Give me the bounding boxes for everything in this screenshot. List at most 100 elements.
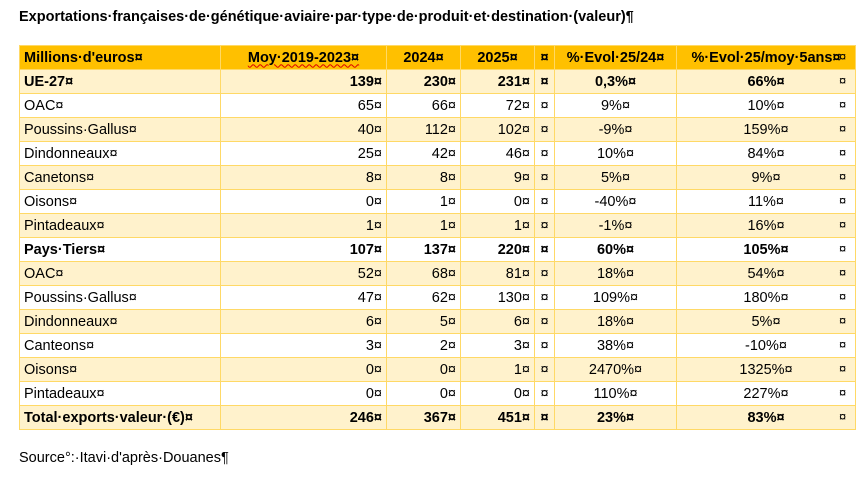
cell-evol-25-24: 0,3%¤	[554, 69, 677, 94]
cell-value-2024: 137¤	[386, 237, 461, 262]
cell-gap: ¤	[534, 261, 555, 286]
row-end-mark: ¤	[839, 121, 847, 136]
row-end-mark: ¤	[839, 73, 847, 88]
document-title: Exportations·françaises·de·génétique·avi…	[19, 9, 634, 25]
cell-value-2024: 42¤	[386, 141, 461, 166]
exports-table: Millions·d'euros¤ Moy·2019-2023¤ 2024¤ 2…	[19, 45, 856, 430]
row-end-mark: ¤	[839, 385, 847, 400]
cell-value-2025: 72¤	[460, 93, 535, 118]
cell-evol-5y: -10%¤	[676, 333, 856, 358]
cell-value-2025: 1¤	[460, 213, 535, 238]
row-end-mark: ¤	[839, 145, 847, 160]
cell-evol-25-24: 60%¤	[554, 237, 677, 262]
cell-evol-25-24: 5%¤	[554, 165, 677, 190]
header-cell-evol-5y: %·Evol·25/moy·5ans¤	[676, 45, 856, 70]
cell-evol-25-24: 18%¤	[554, 309, 677, 334]
header-cell-evol-25-24: %·Evol·25/24¤	[554, 45, 677, 70]
cell-avg-2019-2023: 40¤	[220, 117, 387, 142]
header-cell-gap: ¤	[534, 45, 555, 70]
source-note: Source°:·Itavi·d'après·Douanes¶	[19, 450, 229, 466]
table-row: Canteons¤ 3¤ 2¤ 3¤ ¤ 38%¤ -10%¤	[19, 333, 856, 358]
cell-label: Dindonneaux¤	[19, 141, 221, 166]
cell-gap: ¤	[534, 309, 555, 334]
cell-label: Pays·Tiers¤	[19, 237, 221, 262]
cell-gap: ¤	[534, 165, 555, 190]
cell-gap: ¤	[534, 213, 555, 238]
cell-avg-2019-2023: 3¤	[220, 333, 387, 358]
cell-label: Canetons¤	[19, 165, 221, 190]
cell-value-2024: 0¤	[386, 381, 461, 406]
table-group-row: Pays·Tiers¤ 107¤ 137¤ 220¤ ¤ 60%¤ 105%¤	[19, 237, 856, 262]
cell-label: Dindonneaux¤	[19, 309, 221, 334]
cell-avg-2019-2023: 246¤	[220, 405, 387, 430]
cell-evol-25-24: 2470%¤	[554, 357, 677, 382]
cell-gap: ¤	[534, 405, 555, 430]
cell-label: Poussins·Gallus¤	[19, 117, 221, 142]
table-row: Dindonneaux¤ 6¤ 5¤ 6¤ ¤ 18%¤ 5%¤	[19, 309, 856, 334]
cell-value-2024: 0¤	[386, 357, 461, 382]
cell-gap: ¤	[534, 141, 555, 166]
header-cell-2024: 2024¤	[386, 45, 461, 70]
cell-evol-5y: 83%¤	[676, 405, 856, 430]
cell-value-2024: 367¤	[386, 405, 461, 430]
cell-value-2024: 112¤	[386, 117, 461, 142]
cell-avg-2019-2023: 1¤	[220, 213, 387, 238]
cell-label: Pintadeaux¤	[19, 381, 221, 406]
cell-value-2025: 0¤	[460, 381, 535, 406]
cell-avg-2019-2023: 8¤	[220, 165, 387, 190]
cell-value-2025: 130¤	[460, 285, 535, 310]
table-row: Poussins·Gallus¤ 40¤ 112¤ 102¤ ¤ -9%¤ 159%¤	[19, 117, 856, 142]
cell-avg-2019-2023: 0¤	[220, 381, 387, 406]
cell-evol-25-24: 109%¤	[554, 285, 677, 310]
cell-value-2024: 5¤	[386, 309, 461, 334]
cell-evol-5y: 84%¤	[676, 141, 856, 166]
row-end-mark: ¤	[839, 289, 847, 304]
cell-evol-25-24: 10%¤	[554, 141, 677, 166]
cell-gap: ¤	[534, 237, 555, 262]
table-row: Pintadeaux¤ 1¤ 1¤ 1¤ ¤ -1%¤ 16%¤	[19, 213, 856, 238]
cell-avg-2019-2023: 0¤	[220, 189, 387, 214]
cell-label: OAC¤	[19, 93, 221, 118]
cell-gap: ¤	[534, 117, 555, 142]
cell-avg-2019-2023: 0¤	[220, 357, 387, 382]
cell-gap: ¤	[534, 189, 555, 214]
cell-evol-25-24: -40%¤	[554, 189, 677, 214]
cell-gap: ¤	[534, 285, 555, 310]
cell-evol-5y: 1325%¤	[676, 357, 856, 382]
table-row: Oisons¤ 0¤ 1¤ 0¤ ¤ -40%¤ 11%¤	[19, 189, 856, 214]
cell-value-2025: 3¤	[460, 333, 535, 358]
cell-value-2025: 451¤	[460, 405, 535, 430]
cell-value-2025: 220¤	[460, 237, 535, 262]
row-end-mark: ¤	[839, 361, 847, 376]
cell-value-2024: 230¤	[386, 69, 461, 94]
cell-label: Oisons¤	[19, 189, 221, 214]
cell-evol-5y: 11%¤	[676, 189, 856, 214]
cell-gap: ¤	[534, 357, 555, 382]
row-end-mark: ¤	[839, 49, 847, 64]
cell-value-2025: 102¤	[460, 117, 535, 142]
cell-evol-5y: 54%¤	[676, 261, 856, 286]
cell-evol-25-24: -1%¤	[554, 213, 677, 238]
header-cell-avg: Moy·2019-2023¤	[220, 45, 387, 70]
header-cell-label: Millions·d'euros¤	[19, 45, 221, 70]
cell-evol-5y: 9%¤	[676, 165, 856, 190]
row-end-mark: ¤	[839, 97, 847, 112]
row-end-mark: ¤	[839, 313, 847, 328]
cell-value-2024: 68¤	[386, 261, 461, 286]
row-end-mark: ¤	[839, 337, 847, 352]
cell-avg-2019-2023: 47¤	[220, 285, 387, 310]
cell-evol-25-24: 9%¤	[554, 93, 677, 118]
table-row: OAC¤ 65¤ 66¤ 72¤ ¤ 9%¤ 10%¤	[19, 93, 856, 118]
cell-label: Pintadeaux¤	[19, 213, 221, 238]
cell-value-2024: 1¤	[386, 213, 461, 238]
cell-evol-5y: 105%¤	[676, 237, 856, 262]
cell-value-2025: 231¤	[460, 69, 535, 94]
cell-value-2024: 66¤	[386, 93, 461, 118]
cell-evol-25-24: 23%¤	[554, 405, 677, 430]
cell-evol-5y: 180%¤	[676, 285, 856, 310]
cell-evol-5y: 16%¤	[676, 213, 856, 238]
cell-label: Poussins·Gallus¤	[19, 285, 221, 310]
cell-value-2024: 2¤	[386, 333, 461, 358]
cell-evol-5y: 159%¤	[676, 117, 856, 142]
cell-gap: ¤	[534, 381, 555, 406]
